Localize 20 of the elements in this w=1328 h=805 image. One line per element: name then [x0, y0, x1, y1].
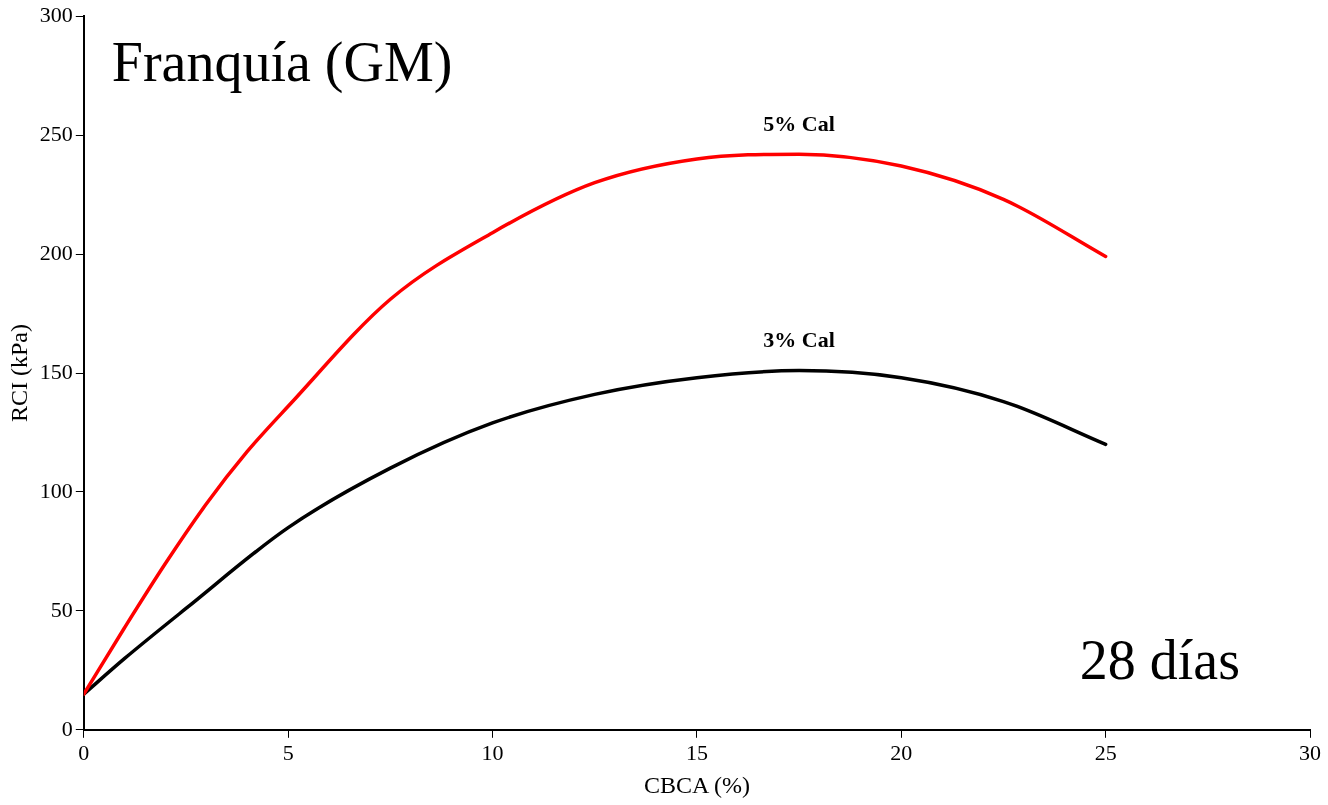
x-tick-label: 25 — [1094, 739, 1117, 765]
series-label: 5% Cal — [763, 110, 835, 136]
y-tick-label: 150 — [39, 358, 73, 384]
y-tick-label: 300 — [39, 1, 73, 27]
x-tick-label: 15 — [685, 739, 708, 765]
y-tick-label: 50 — [50, 596, 73, 622]
x-tick-label: 10 — [481, 739, 504, 765]
y-tick-label: 0 — [61, 715, 73, 741]
y-tick-label: 250 — [39, 120, 73, 146]
x-tick-label: 0 — [78, 739, 90, 765]
y-tick-label: 200 — [39, 239, 73, 265]
y-tick-label: 100 — [39, 477, 73, 503]
annotation: Franquía (GM) — [111, 30, 453, 94]
x-axis-title: CBCA (%) — [643, 771, 750, 798]
x-tick-label: 30 — [1299, 739, 1321, 765]
x-tick-label: 20 — [890, 739, 913, 765]
annotation: 28 días — [1079, 628, 1240, 691]
y-axis-title: RCI (kPa) — [5, 324, 32, 422]
series-label: 3% Cal — [763, 327, 835, 353]
x-tick-label: 5 — [282, 739, 294, 765]
